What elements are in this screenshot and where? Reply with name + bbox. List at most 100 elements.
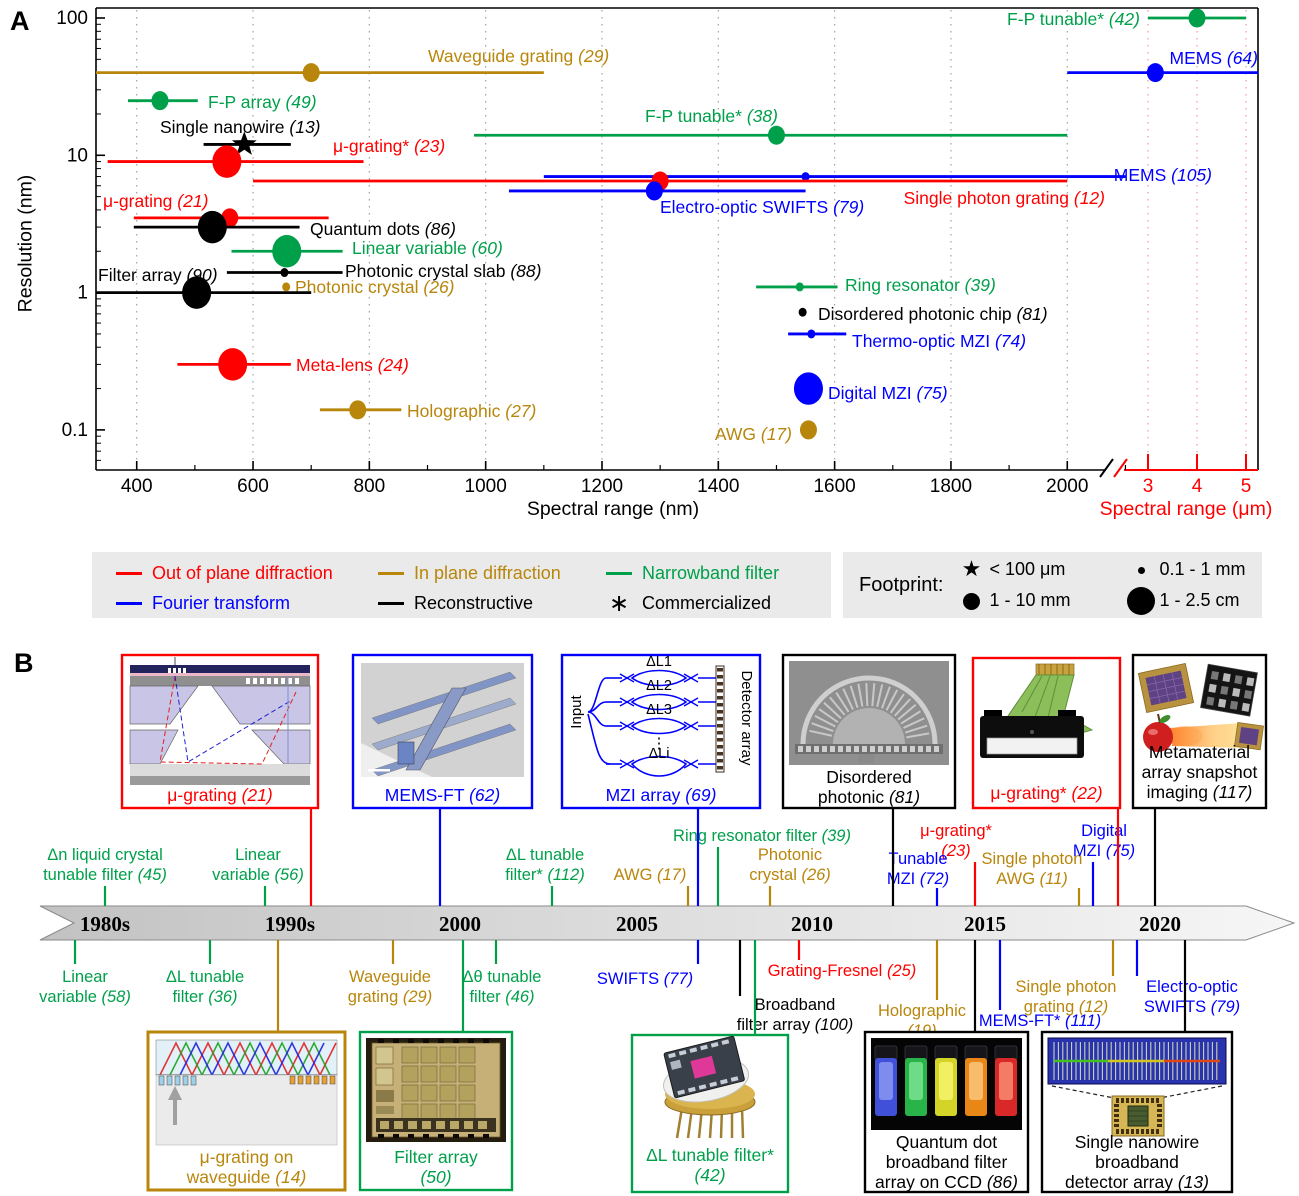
- x-tick-label-um: 4: [1192, 476, 1203, 497]
- timeline-event-awg-17: AWG (17): [614, 866, 690, 906]
- timeline-event-label: Holographic: [878, 1002, 966, 1020]
- panelb-box-caption: Quantum dot: [896, 1132, 997, 1152]
- chart-point-awg-17: AWG (17): [715, 420, 817, 444]
- panel-a-chart: 400 600 800 1000 1200 1400 1600 1800 2000 3 4 5 100 1…: [56, 7, 1259, 497]
- panelb-box-frame: [560, 653, 762, 810]
- timeline-event-label: Grating-Fresnel (25): [768, 962, 917, 980]
- timeline-event-label: crystal (26): [749, 866, 831, 884]
- timeline-event-linear-variable-56: Linear variable (56): [212, 846, 304, 906]
- x-tick-label: 2000: [1046, 476, 1088, 497]
- mzi-delay-label: ΔL1: [646, 654, 672, 670]
- timeline-band: [39, 905, 1296, 941]
- panelb-box-caption: Single nanowire: [1075, 1132, 1200, 1152]
- chart-point-digital-mzi-75: Digital MZI (75): [793, 372, 948, 405]
- chart-point-label: Filter array (90): [98, 265, 218, 285]
- mzi-detector-label: Detector array: [738, 670, 755, 766]
- y-axis-label: Resolution (nm): [14, 174, 37, 313]
- chart-point-f-p-tunable-42: F-P tunable* (42): [1007, 8, 1246, 29]
- x-tick-label-um: 5: [1241, 476, 1252, 497]
- x-tick-label: 1800: [930, 476, 972, 497]
- timeline-event-label: filter array (100): [737, 1016, 853, 1034]
- timeline-event-label: ΔL tunable: [506, 846, 584, 864]
- timeline-event-broadband-filter-array-100: Broadband filter array (100): [737, 940, 853, 1034]
- panelb-box-caption: array on CCD (86): [875, 1172, 1018, 1192]
- timeline-event-label: Electro-optic: [1146, 978, 1238, 996]
- x-tick-label: 1200: [581, 476, 623, 497]
- timeline-event-label: filter* (112): [505, 866, 584, 884]
- footprint-entry-label: 1 - 10 mm: [989, 590, 1071, 610]
- chart-point-f-p-tunable-38: F-P tunable* (38): [474, 106, 1068, 145]
- chart-point-label: μ-grating (21): [103, 191, 208, 211]
- chart-point-label: Single nanowire (13): [160, 117, 321, 137]
- chart-point-label: AWG (17): [715, 424, 792, 444]
- dot-icon: [1123, 586, 1159, 615]
- timeline-event-label: Tunable: [888, 850, 947, 868]
- star-icon: ★: [961, 555, 982, 581]
- y-tick-label: 0.1: [62, 420, 88, 441]
- panelb-box-caption: imaging (117): [1147, 782, 1253, 802]
- timeline-decade-label: 2015: [964, 912, 1006, 936]
- chart-point-single-photon-grating-12: Single photon grating (12): [253, 171, 1105, 208]
- panelb-box-l-tunable-filter-42: ΔL tunable filter*(42): [630, 940, 790, 1194]
- panel-b-timeline: 1980s 1990s 2000 2005 2010 2015 2020 Δn liquid …: [39, 653, 1296, 1194]
- timeline-event-mems-ft-111: MEMS-FT* (111): [979, 940, 1101, 1030]
- timeline-event-l-tunable-filter-112: ΔL tunable filter* (112): [505, 846, 585, 906]
- timeline-event-single-photon-grating-12: Single photon grating (12): [1016, 940, 1116, 1016]
- chart-point-label: Disordered photonic chip (81): [818, 304, 1048, 324]
- timeline-event-label: tunable filter (45): [43, 866, 167, 884]
- x-tick-label: 1600: [813, 476, 855, 497]
- panelb-box-caption: Disordered: [826, 767, 912, 787]
- timeline-event-label: Linear: [62, 968, 108, 986]
- chart-point-label: F-P tunable* (42): [1007, 9, 1140, 29]
- x-tick-label: 600: [237, 476, 269, 497]
- timeline-decade-label: 2005: [616, 912, 658, 936]
- panelb-box-caption: (42): [694, 1165, 725, 1185]
- panelb-box-caption: (50): [420, 1167, 451, 1187]
- timeline-event-photonic-crystal-26: Photonic crystal (26): [749, 846, 831, 906]
- panelb-box-grating-21: μ-grating (21): [120, 653, 320, 906]
- timeline-event-linear-variable-58: Linear variable (58): [39, 940, 131, 1006]
- timeline-event-l-tunable-filter-36: ΔL tunable filter (36): [166, 940, 244, 1006]
- line-swatch-icon: [116, 571, 142, 575]
- timeline-event-label: Photonic: [758, 846, 822, 864]
- panelb-box-grating-22: μ-grating* (22): [971, 656, 1122, 906]
- timeline-event-tunable-filter-46: Δθ tunable filter (46): [463, 940, 541, 1006]
- chart-point-label: Electro-optic SWIFTS (79): [660, 197, 864, 217]
- line-swatch-icon: [378, 602, 404, 605]
- timeline-event-label: SWIFTS (77): [597, 970, 693, 988]
- timeline-event-label: Broadband: [755, 996, 836, 1014]
- footprint-entry-label: < 100 μm: [989, 559, 1066, 579]
- chart-point-meta-lens-24: Meta-lens (24): [177, 348, 409, 381]
- legend-entry-narrowband-filter: Narrowband filter: [606, 561, 831, 585]
- x-tick-label-um: 3: [1143, 476, 1154, 497]
- footprint-entry-label: 0.1 - 1 mm: [1159, 559, 1246, 579]
- legend-entry-reconstructive: Reconstructive: [378, 592, 606, 616]
- panelb-box-caption: MZI array (69): [606, 785, 717, 805]
- chart-point-label: Photonic crystal (26): [295, 277, 455, 297]
- timeline-event-single-photon-awg-11: Single photon AWG (11): [982, 850, 1082, 906]
- chart-point-label: MEMS (105): [1114, 165, 1212, 185]
- mzi-delay-label: ΔL3: [646, 702, 672, 718]
- chart-point-ring-resonator-39: Ring resonator (39): [756, 275, 996, 295]
- mzi-delay-label: ΔLi: [649, 746, 670, 762]
- chart-point-label: Digital MZI (75): [828, 383, 948, 403]
- chart-point-label: MEMS (64): [1170, 48, 1259, 68]
- mzi-input-label: Input: [568, 694, 585, 728]
- y-tick-label: 10: [67, 145, 88, 166]
- timeline-event-label: Waveguide: [349, 968, 431, 986]
- legend-entry-label: Commercialized: [642, 593, 772, 613]
- timeline-event-swifts-77: SWIFTS (77): [597, 940, 700, 988]
- timeline-event-holographic-19: Holographic(19): [878, 940, 966, 1040]
- timeline-event-label: grating (29): [348, 988, 432, 1006]
- panel-a-label: A: [10, 6, 30, 36]
- timeline-event-tunable-mzi-72: Tunable MZI (72): [887, 850, 949, 906]
- y-tick-label: 100: [56, 8, 88, 29]
- footprint-entry-star: ★ < 100 μm: [953, 555, 1123, 584]
- timeline-decade-label: 2000: [439, 912, 481, 936]
- panelb-box-caption: μ-grating* (22): [990, 783, 1102, 803]
- timeline-event-n-liquid-crystal-tunable-filter-45: Δn liquid crystal tunable filter (45): [43, 846, 167, 906]
